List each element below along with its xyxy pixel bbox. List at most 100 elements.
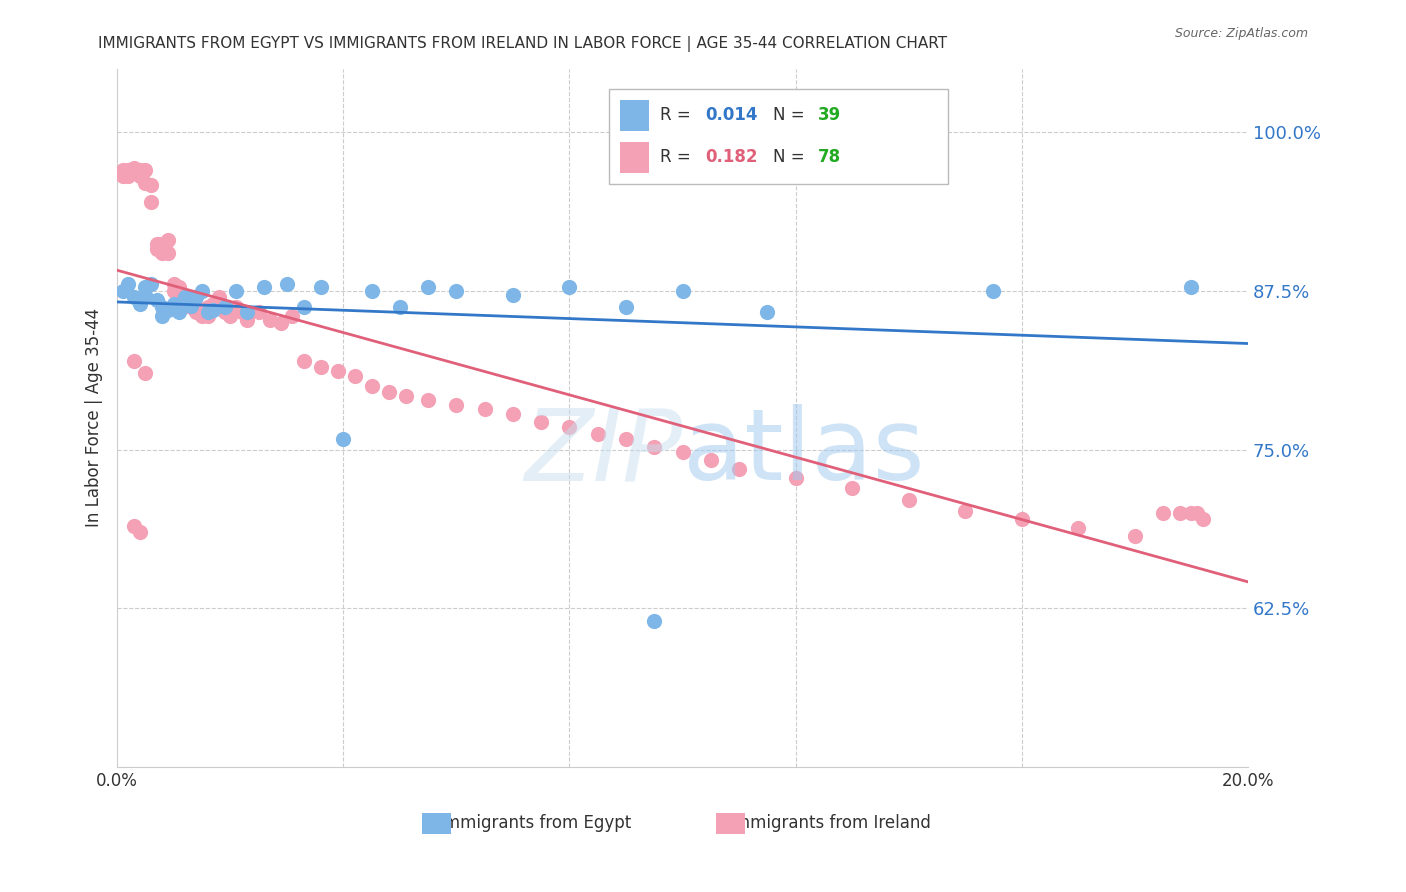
- Point: [214, 301, 236, 315]
- Y-axis label: In Labor Force | Age 35-44: In Labor Force | Age 35-44: [86, 309, 103, 527]
- Point: [377, 385, 399, 400]
- Point: [163, 284, 186, 298]
- Point: [202, 302, 225, 317]
- Point: [180, 299, 202, 313]
- Point: [208, 290, 231, 304]
- Point: [134, 163, 156, 178]
- Point: [276, 277, 298, 292]
- Point: [174, 290, 197, 304]
- Point: [134, 287, 156, 301]
- Point: [111, 163, 134, 178]
- Point: [122, 166, 145, 180]
- Point: [117, 277, 139, 292]
- Point: [728, 461, 751, 475]
- Point: [191, 310, 214, 324]
- Text: 0.014: 0.014: [706, 106, 758, 124]
- Point: [117, 163, 139, 178]
- Point: [163, 296, 186, 310]
- Point: [152, 245, 174, 260]
- Point: [343, 368, 366, 383]
- Point: [197, 305, 219, 319]
- Point: [145, 293, 167, 307]
- Text: N =: N =: [773, 148, 804, 166]
- Text: Immigrants from Ireland: Immigrants from Ireland: [728, 814, 931, 832]
- Point: [214, 305, 236, 319]
- Point: [953, 503, 976, 517]
- Point: [292, 353, 315, 368]
- Text: R =: R =: [659, 148, 690, 166]
- FancyBboxPatch shape: [620, 100, 648, 131]
- Point: [180, 293, 202, 307]
- Point: [134, 176, 156, 190]
- Point: [1168, 506, 1191, 520]
- Point: [309, 359, 332, 374]
- Point: [502, 407, 524, 421]
- Point: [139, 194, 162, 209]
- Point: [169, 305, 191, 319]
- Point: [134, 367, 156, 381]
- Text: ZIP: ZIP: [524, 404, 682, 501]
- Point: [700, 452, 723, 467]
- Point: [186, 301, 208, 315]
- Point: [122, 518, 145, 533]
- Point: [309, 280, 332, 294]
- Point: [191, 305, 214, 319]
- Point: [236, 313, 259, 327]
- Point: [614, 433, 637, 447]
- Point: [128, 525, 150, 540]
- Point: [270, 316, 292, 330]
- Point: [236, 305, 259, 319]
- Point: [446, 398, 468, 412]
- Text: 78: 78: [818, 148, 841, 166]
- Point: [139, 277, 162, 292]
- Point: [416, 392, 439, 407]
- Point: [174, 290, 197, 304]
- Point: [117, 169, 139, 184]
- Point: [643, 440, 665, 454]
- Point: [474, 401, 496, 416]
- Point: [186, 305, 208, 319]
- Text: 39: 39: [818, 106, 841, 124]
- Point: [446, 284, 468, 298]
- Point: [191, 284, 214, 298]
- Point: [128, 163, 150, 178]
- Point: [1123, 529, 1146, 543]
- Point: [1180, 506, 1202, 520]
- Point: [1011, 512, 1033, 526]
- Point: [152, 236, 174, 251]
- Text: atlas: atlas: [682, 404, 924, 501]
- Point: [152, 301, 174, 315]
- Point: [145, 236, 167, 251]
- Point: [1191, 512, 1213, 526]
- Point: [225, 284, 247, 298]
- Point: [292, 301, 315, 315]
- Point: [145, 242, 167, 256]
- FancyBboxPatch shape: [609, 89, 948, 184]
- Point: [671, 284, 693, 298]
- Point: [558, 280, 581, 294]
- Point: [180, 301, 202, 315]
- Point: [122, 161, 145, 175]
- Point: [360, 379, 382, 393]
- Text: Immigrants from Egypt: Immigrants from Egypt: [440, 814, 631, 832]
- Point: [128, 169, 150, 184]
- Point: [785, 470, 807, 484]
- Point: [394, 389, 416, 403]
- Point: [169, 280, 191, 294]
- Point: [388, 301, 411, 315]
- Point: [897, 493, 920, 508]
- Point: [231, 305, 253, 319]
- Point: [530, 415, 553, 429]
- Point: [219, 310, 242, 324]
- Point: [186, 290, 208, 304]
- Point: [326, 364, 349, 378]
- Point: [111, 284, 134, 298]
- Point: [197, 310, 219, 324]
- Point: [643, 614, 665, 628]
- Point: [756, 305, 779, 319]
- Point: [157, 302, 180, 317]
- Point: [122, 290, 145, 304]
- Point: [139, 178, 162, 193]
- Point: [1180, 280, 1202, 294]
- Point: [281, 310, 304, 324]
